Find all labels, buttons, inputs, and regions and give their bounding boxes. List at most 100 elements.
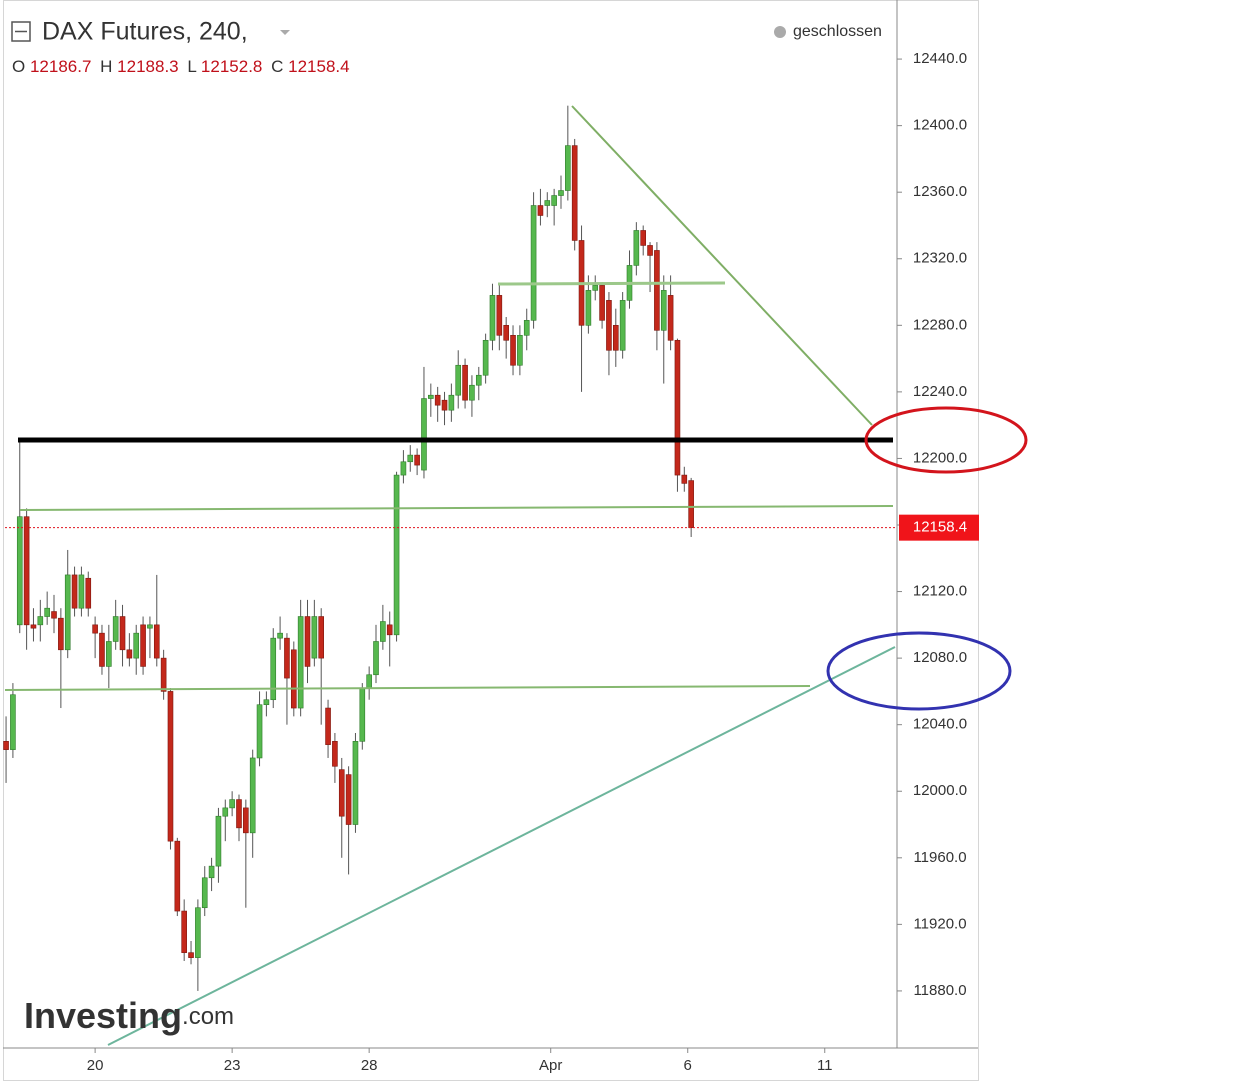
candle-body — [428, 394, 434, 399]
candle-body — [277, 632, 283, 639]
candle-body — [393, 474, 400, 636]
candle-body — [58, 617, 64, 651]
candle-body — [352, 741, 359, 825]
candle-body — [10, 694, 16, 750]
last-price-label: 12158.4 — [913, 519, 967, 536]
y-tick-label: 11960.0 — [913, 849, 966, 866]
candle-body — [85, 577, 92, 609]
candle-body — [688, 480, 694, 528]
candle-body — [359, 687, 366, 742]
candle-body — [496, 295, 503, 336]
candle-body — [311, 616, 318, 659]
candle-body — [99, 632, 105, 667]
x-tick-label: 23 — [224, 1057, 241, 1074]
candle-body — [133, 632, 140, 659]
ohlc-readout: O 12186.7 H 12188.3 L 12152.8 C 12158.4 — [12, 57, 350, 76]
candle-body — [647, 245, 653, 256]
collapse-icon[interactable] — [11, 21, 31, 42]
watermark-text: Investing — [24, 995, 182, 1036]
candle-body — [517, 335, 523, 366]
highlight-ellipse — [864, 406, 1028, 474]
watermark-text: .com — [182, 1003, 234, 1030]
watermark: Investing.com — [24, 995, 234, 1036]
y-tick-label: 12040.0 — [913, 716, 967, 733]
candle-body — [565, 145, 571, 191]
candle-body — [455, 364, 462, 396]
candle-body — [304, 616, 311, 667]
candle-body — [16, 516, 23, 626]
candle-body — [126, 649, 133, 659]
y-tick-label: 11880.0 — [913, 982, 966, 999]
candle-body — [195, 907, 201, 958]
candle-body — [530, 205, 537, 321]
candle-body — [421, 398, 427, 471]
y-tick-label: 12400.0 — [913, 117, 967, 134]
y-tick-label: 12200.0 — [913, 449, 967, 466]
candle-body — [215, 815, 222, 867]
candle-body — [414, 454, 420, 466]
candle-body — [325, 707, 331, 745]
candle-body — [400, 461, 407, 476]
candle-body — [112, 616, 119, 642]
y-tick-label: 12080.0 — [913, 649, 967, 666]
candle-body — [619, 300, 626, 351]
y-tick-label: 11920.0 — [913, 915, 966, 932]
candle-body — [64, 574, 71, 651]
candle-body — [147, 624, 153, 629]
candle-body — [674, 339, 681, 476]
candle-body — [44, 607, 50, 617]
candle-body — [318, 616, 325, 659]
candle-body — [571, 145, 578, 241]
candle-body — [222, 807, 229, 817]
candle-body — [612, 325, 619, 351]
candle-body — [297, 616, 304, 709]
y-tick-label: 12440.0 — [913, 50, 967, 67]
candle-body — [208, 865, 215, 879]
candle-body — [229, 799, 235, 809]
drawings — [4, 105, 1028, 1046]
candle-body — [681, 474, 688, 484]
chart-frame — [3, 0, 979, 1081]
x-tick-label: Apr — [539, 1057, 562, 1074]
support-line — [4, 685, 811, 691]
candle-body — [489, 295, 496, 341]
ohlc-value: 12158.4 — [288, 57, 349, 76]
x-tick-label: 28 — [361, 1057, 378, 1074]
candle-body — [386, 624, 393, 636]
last-price-box — [899, 514, 979, 541]
candle-body — [475, 374, 482, 386]
candle-body — [37, 616, 44, 626]
candle-body — [585, 290, 592, 326]
candle-body — [654, 250, 660, 331]
candle-body — [243, 807, 249, 834]
candle-body — [236, 799, 242, 829]
candle-body — [448, 394, 455, 411]
candle-body — [153, 624, 160, 659]
candle-body — [407, 454, 414, 463]
candle-body — [510, 335, 516, 366]
y-tick-label: 12360.0 — [913, 183, 967, 200]
candle-body — [558, 190, 564, 196]
candle-body — [482, 339, 489, 376]
candle-body — [23, 516, 30, 626]
dropdown-arrow[interactable] — [280, 30, 290, 35]
candle-body — [667, 295, 674, 341]
candle-body — [160, 657, 167, 692]
candle-body — [188, 952, 194, 958]
candle-body — [441, 399, 448, 411]
candle-body — [537, 205, 544, 216]
candle-body — [660, 290, 667, 331]
y-tick-label: 12320.0 — [913, 250, 967, 267]
candle-body — [71, 574, 78, 609]
candle-body — [290, 649, 297, 709]
candle-body — [263, 699, 270, 706]
candle-body — [503, 325, 509, 341]
candle-body — [167, 691, 174, 842]
support-line — [19, 505, 894, 511]
candle-body — [345, 774, 352, 825]
candle-body — [92, 624, 98, 634]
y-tick-label: 12240.0 — [913, 383, 967, 400]
candle-body — [640, 230, 646, 246]
candle-body — [270, 637, 277, 701]
y-tick-label: 12120.0 — [913, 583, 967, 600]
